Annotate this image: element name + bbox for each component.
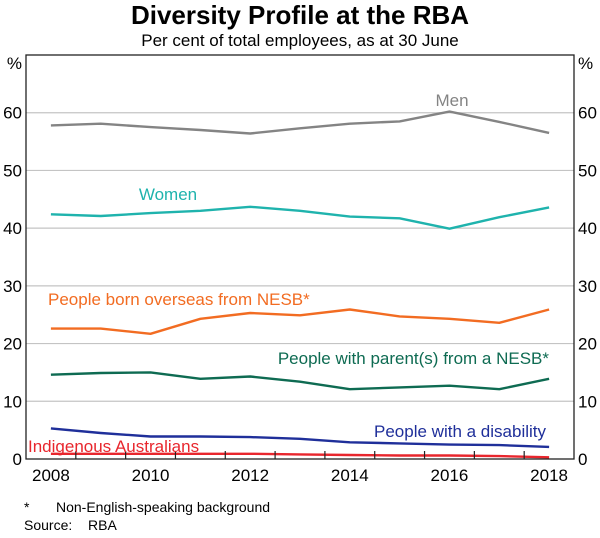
- x-tick-label: 2014: [331, 466, 369, 485]
- source-value: RBA: [88, 517, 117, 533]
- y-axis-unit-right: %: [578, 54, 593, 73]
- y-tick-label-left: 40: [3, 219, 22, 238]
- x-tick-label: 2008: [32, 466, 70, 485]
- y-tick-label-left: 10: [3, 392, 22, 411]
- series-label-0: Men: [435, 91, 468, 110]
- series-line-4: [50, 427, 550, 449]
- series-label-3: People with parent(s) from a NESB*: [278, 349, 550, 368]
- y-tick-label-left: 50: [3, 161, 22, 180]
- x-tick-label: 2016: [431, 466, 469, 485]
- series-labels: Men Women People born overseas from NESB* P…: [28, 91, 549, 456]
- series-lines: [50, 110, 550, 459]
- series-label-4: People with a disability: [374, 422, 546, 441]
- y-tick-label-left: 30: [3, 277, 22, 296]
- series-line-5: [50, 452, 550, 459]
- y-tick-label-right: 40: [578, 219, 597, 238]
- footnote-source: Source: RBA: [24, 516, 117, 534]
- gridlines: [26, 112, 574, 402]
- footnote-star: *: [24, 499, 30, 515]
- series-label-1: Women: [139, 185, 197, 204]
- y-tick-label-right: 20: [578, 335, 597, 354]
- footnote-nesb: * Non-English-speaking background: [24, 498, 270, 516]
- x-tick-label: 2010: [132, 466, 170, 485]
- y-tick-label-right: 10: [578, 392, 597, 411]
- series-line-2: [50, 308, 550, 335]
- axes: 0 0 10 10 20 20 30 30 40 40 50 50 60 60% % 2008 2010 2012…: [3, 54, 597, 485]
- series-line-0: [50, 110, 550, 135]
- y-tick-label-right: 50: [578, 161, 597, 180]
- chart-subtitle: Per cent of total employees, as at 30 Ju…: [141, 31, 459, 50]
- y-axis-unit-left: %: [7, 54, 22, 73]
- footnote-text: Non-English-speaking background: [56, 499, 271, 515]
- chart-title: Diversity Profile at the RBA: [130, 0, 470, 30]
- series-label-2: People born overseas from NESB*: [48, 290, 310, 309]
- y-tick-label-left: 0: [13, 450, 22, 469]
- source-label: Source:: [24, 517, 73, 533]
- x-tick-label: 2012: [231, 466, 269, 485]
- plot-frame: [25, 54, 575, 460]
- series-line-1: [50, 205, 550, 230]
- series-line-3: [50, 371, 550, 391]
- y-tick-label-right: 60: [578, 104, 597, 123]
- y-tick-label-left: 60: [3, 104, 22, 123]
- series-label-5: Indigenous Australians: [28, 437, 199, 456]
- x-tick-label: 2018: [530, 466, 568, 485]
- y-tick-label-right: 30: [578, 277, 597, 296]
- y-tick-label-right: 0: [578, 450, 587, 469]
- y-tick-label-left: 20: [3, 335, 22, 354]
